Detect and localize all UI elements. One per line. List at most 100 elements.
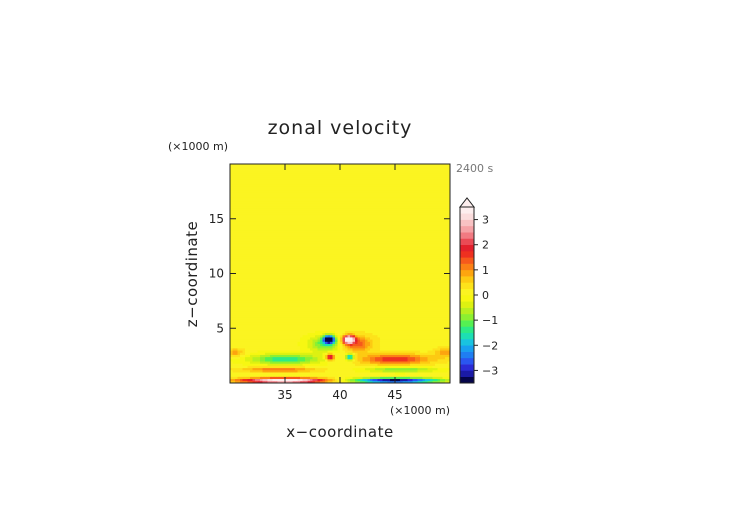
- field-cell: [245, 310, 248, 314]
- field-cell: [445, 297, 448, 301]
- field-cell: [277, 323, 281, 327]
- field-cell: [395, 262, 398, 266]
- field-cell: [277, 304, 281, 307]
- field-cell: [292, 315, 296, 318]
- field-cell: [395, 323, 398, 327]
- field-cell: [337, 306, 341, 309]
- field-cell: [305, 288, 308, 292]
- field-cell: [372, 277, 376, 281]
- field-cell: [432, 291, 436, 294]
- field-cell: [320, 275, 323, 279]
- field-cell: [430, 352, 433, 355]
- field-cell: [315, 339, 318, 342]
- field-cell: [342, 334, 346, 338]
- field-cell: [310, 304, 313, 307]
- field-cell: [350, 350, 353, 353]
- field-cell: [325, 345, 328, 349]
- field-cell: [380, 277, 383, 281]
- field-cell: [430, 369, 433, 373]
- field-cell: [242, 286, 246, 290]
- field-cell: [317, 301, 321, 305]
- field-cell: [377, 312, 381, 316]
- field-cell: [445, 282, 448, 285]
- field-cell: [347, 275, 351, 279]
- field-cell: [297, 273, 301, 277]
- field-cell: [240, 301, 243, 305]
- field-cell: [285, 334, 288, 338]
- field-cell: [302, 356, 306, 360]
- field-cell: [392, 269, 396, 272]
- field-cell: [272, 358, 276, 362]
- field-cell: [395, 319, 398, 323]
- field-cell: [237, 301, 241, 305]
- field-cell: [395, 358, 398, 362]
- field-cell: [247, 376, 251, 380]
- field-cell: [325, 363, 328, 366]
- field-cell: [277, 312, 281, 316]
- field-cell: [365, 277, 368, 281]
- field-cell: [372, 330, 376, 334]
- field-cell: [392, 260, 396, 263]
- field-cell: [390, 293, 393, 296]
- field-cell: [435, 337, 438, 340]
- field-cell: [420, 277, 423, 281]
- field-cell: [372, 358, 376, 362]
- field-cell: [387, 258, 391, 261]
- field-cell: [420, 378, 423, 382]
- field-cell: [390, 339, 393, 342]
- field-cell: [325, 354, 328, 358]
- field-cell: [245, 345, 248, 349]
- field-cell: [405, 273, 408, 277]
- field-cell: [400, 310, 403, 314]
- field-cell: [300, 262, 303, 266]
- field-cell: [385, 350, 388, 353]
- field-cell: [297, 308, 301, 312]
- field-cell: [337, 350, 341, 353]
- field-cell: [362, 295, 366, 298]
- field-cell: [247, 262, 251, 266]
- field-cell: [280, 288, 283, 292]
- field-cell: [310, 374, 313, 377]
- field-cell: [372, 361, 376, 364]
- field-cell: [407, 350, 411, 353]
- field-cell: [320, 288, 323, 292]
- field-cell: [252, 380, 256, 384]
- field-cell: [237, 323, 241, 327]
- field-cell: [372, 315, 376, 318]
- field-cell: [240, 260, 243, 263]
- field-cell: [435, 266, 438, 270]
- field-cell: [250, 291, 253, 294]
- field-cell: [370, 378, 373, 382]
- field-cell: [322, 280, 326, 283]
- field-cell: [275, 275, 278, 279]
- field-cell: [360, 280, 363, 283]
- field-cell: [395, 347, 398, 351]
- field-cell: [260, 282, 263, 285]
- field-cell: [350, 286, 353, 290]
- field-cell: [280, 258, 283, 261]
- field-cell: [430, 271, 433, 274]
- field-cell: [325, 286, 328, 290]
- field-cell: [285, 337, 288, 340]
- field-cell: [312, 293, 316, 296]
- field-cell: [435, 323, 438, 327]
- field-cell: [410, 321, 413, 325]
- field-cell: [445, 319, 448, 323]
- field-cell: [357, 277, 361, 281]
- field-cell: [247, 310, 251, 314]
- field-cell: [427, 328, 431, 331]
- field-cell: [285, 321, 288, 325]
- field-cell: [340, 326, 343, 329]
- field-cell: [305, 328, 308, 331]
- field-cell: [252, 337, 256, 340]
- field-cell: [232, 323, 236, 327]
- field-cell: [397, 363, 401, 366]
- field-cell: [410, 269, 413, 272]
- field-cell: [437, 323, 441, 327]
- field-cell: [272, 352, 276, 355]
- field-cell: [340, 295, 343, 298]
- field-cell: [387, 345, 391, 349]
- field-cell: [320, 363, 323, 366]
- field-cell: [312, 367, 316, 371]
- field-cell: [342, 260, 346, 263]
